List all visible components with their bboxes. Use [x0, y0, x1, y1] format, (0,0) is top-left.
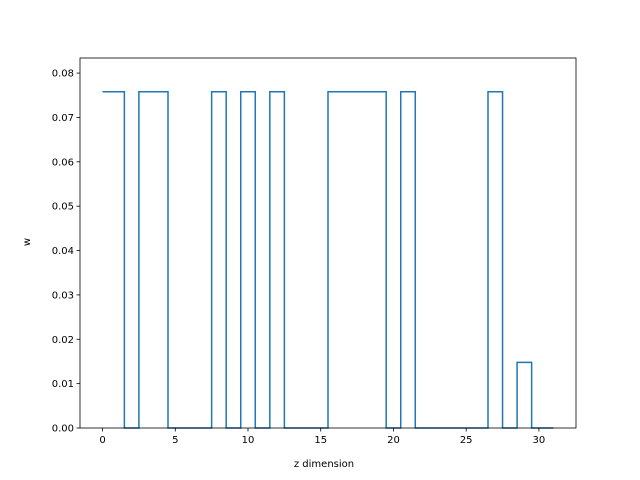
y-tick-label: 0.03	[52, 290, 74, 301]
y-tick-label: 0.00	[52, 424, 74, 435]
axes-frame	[79, 57, 577, 429]
x-tick-label: 0	[99, 435, 105, 446]
x-tick-label: 20	[387, 435, 400, 446]
x-tick-label: 30	[533, 435, 546, 446]
y-tick-label: 0.02	[52, 335, 74, 346]
y-axis-label: w	[22, 238, 33, 246]
y-tick-label: 0.06	[52, 157, 74, 168]
y-tick-label: 0.01	[52, 379, 74, 390]
x-axis-label: z dimension	[294, 459, 354, 470]
x-tick-label: 15	[314, 435, 327, 446]
y-tick-label: 0.05	[52, 202, 74, 213]
x-tick-label: 25	[460, 435, 473, 446]
x-tick-label: 5	[172, 435, 178, 446]
y-tick-label: 0.08	[52, 69, 74, 80]
y-tick-label: 0.04	[52, 246, 74, 257]
x-tick-label: 10	[242, 435, 255, 446]
y-tick-label: 0.07	[52, 113, 74, 124]
